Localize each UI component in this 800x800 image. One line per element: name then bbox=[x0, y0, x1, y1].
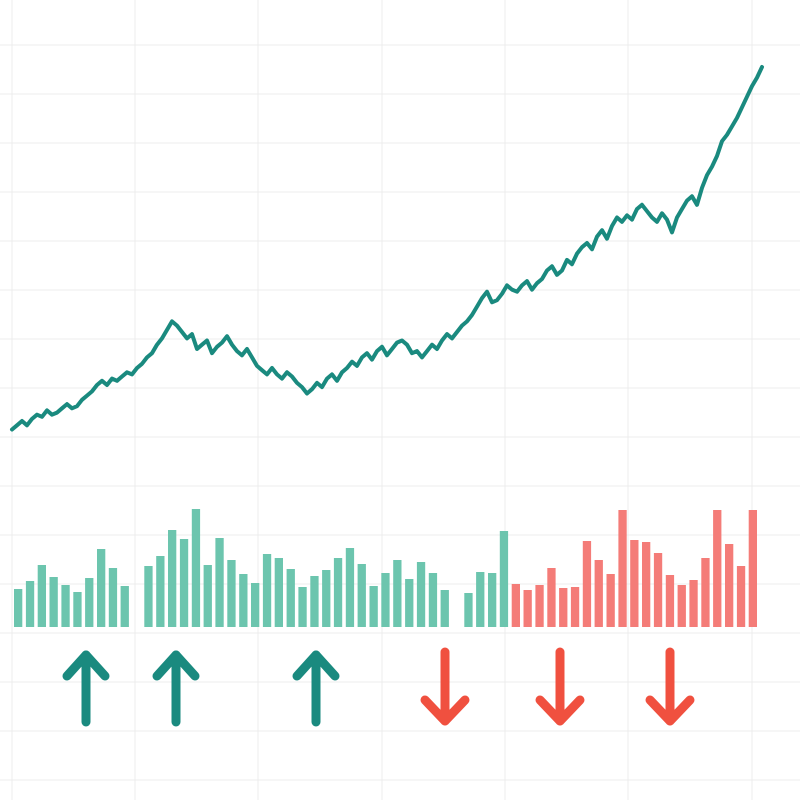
volume-bar bbox=[14, 589, 23, 627]
volume-bar bbox=[286, 569, 295, 627]
volume-bar bbox=[713, 510, 722, 627]
volume-bar bbox=[736, 566, 746, 627]
volume-bar bbox=[499, 531, 509, 627]
volume-bar bbox=[653, 553, 663, 627]
volume-bar bbox=[144, 566, 153, 627]
arrow-up-icon bbox=[62, 650, 110, 727]
volume-bar bbox=[701, 558, 710, 627]
volume-bar bbox=[582, 541, 592, 627]
arrow-down-icon bbox=[420, 647, 470, 726]
volume-bar bbox=[179, 539, 189, 627]
arrow-up-icon bbox=[152, 650, 200, 727]
volume-bar bbox=[274, 558, 283, 627]
volume-bar bbox=[570, 587, 580, 627]
volume-bar bbox=[191, 509, 201, 627]
volume-bar bbox=[25, 581, 35, 627]
volume-bar bbox=[381, 573, 390, 627]
volume-bar bbox=[618, 510, 627, 627]
volume-bar bbox=[464, 593, 473, 627]
volume-bar bbox=[168, 530, 177, 627]
volume-bar bbox=[440, 590, 449, 627]
volume-bar bbox=[345, 548, 355, 627]
volume-bar bbox=[37, 565, 46, 627]
arrow-down-icon bbox=[535, 647, 585, 726]
volume-bar bbox=[416, 562, 426, 627]
volume-bar bbox=[156, 556, 165, 627]
volume-bar bbox=[49, 577, 58, 627]
volume-bar bbox=[523, 590, 532, 627]
volume-bar bbox=[85, 578, 94, 627]
volume-bar bbox=[369, 586, 378, 627]
volume-bar bbox=[689, 580, 698, 627]
volume-bar bbox=[428, 573, 438, 627]
volume-bar bbox=[488, 573, 497, 627]
volume-bar bbox=[748, 510, 757, 627]
volume-bar bbox=[665, 575, 675, 627]
volume-bar bbox=[97, 549, 106, 627]
volume-bar bbox=[357, 564, 366, 627]
volume-bar bbox=[642, 542, 651, 627]
volume-bar bbox=[559, 588, 568, 627]
volume-bar bbox=[239, 574, 248, 627]
volume-bar bbox=[393, 560, 402, 627]
volume-bar bbox=[630, 540, 639, 627]
volume-bar bbox=[61, 585, 70, 627]
trend-arrows bbox=[62, 647, 695, 727]
price-line-chart bbox=[10, 65, 764, 432]
arrow-down-icon bbox=[645, 647, 695, 726]
volume-bar bbox=[511, 584, 520, 627]
volume-bar bbox=[594, 560, 603, 627]
volume-bar bbox=[333, 558, 343, 627]
volume-bar bbox=[535, 585, 544, 627]
volume-bar bbox=[405, 579, 414, 627]
volume-bar bbox=[677, 585, 686, 627]
volume-bar bbox=[120, 586, 129, 627]
volume-bar bbox=[298, 587, 307, 627]
price-line bbox=[10, 65, 764, 432]
volume-bar bbox=[322, 570, 331, 627]
volume-bar bbox=[547, 568, 556, 627]
volume-bar bbox=[203, 565, 212, 627]
volume-bar bbox=[108, 568, 118, 627]
arrow-up-icon bbox=[292, 650, 340, 727]
volume-bar bbox=[476, 572, 485, 627]
volume-bar bbox=[251, 583, 260, 627]
volume-bar bbox=[73, 592, 82, 627]
volume-bar bbox=[606, 574, 615, 627]
volume-bar bbox=[227, 560, 236, 627]
volume-bar bbox=[215, 538, 224, 627]
volume-bar bbox=[725, 544, 734, 627]
volume-bar bbox=[310, 576, 319, 627]
volume-bar-chart bbox=[14, 509, 757, 627]
volume-bar bbox=[262, 554, 272, 627]
